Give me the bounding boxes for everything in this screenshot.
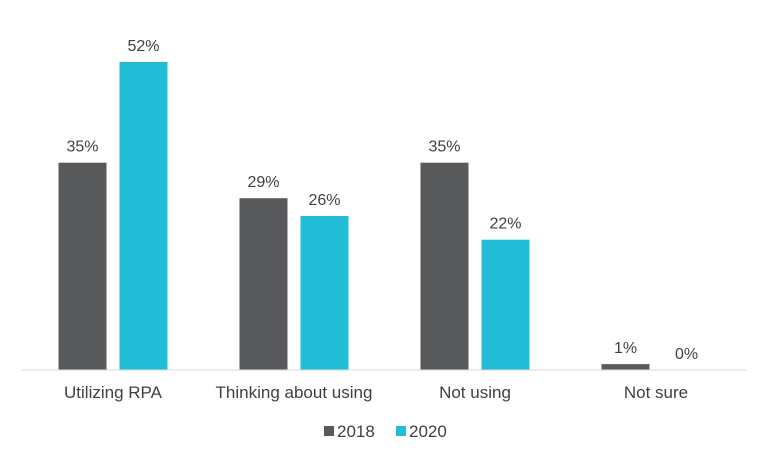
bar-2020-utilizing-rpa	[119, 62, 168, 370]
value-label-2020-thinking-about-using: 26%	[308, 192, 340, 209]
category-label: Thinking about using	[216, 383, 373, 402]
legend-swatch-2018	[324, 426, 334, 436]
bar-2020-thinking-about-using	[300, 216, 349, 370]
value-label-2020-utilizing-rpa: 52%	[127, 38, 159, 55]
value-label-2018-not-sure: 1%	[614, 340, 637, 357]
bar-2018-utilizing-rpa	[58, 162, 107, 370]
legend-swatch-2020	[396, 426, 406, 436]
value-label-2020-not-using: 22%	[489, 216, 521, 233]
value-label-2018-utilizing-rpa: 35%	[66, 139, 98, 156]
bar-2018-not-sure	[601, 364, 650, 370]
legend-label-2020: 2020	[409, 422, 447, 441]
value-labels-group: 35% 52% 29% 26% 35% 22% 1% 0%	[66, 38, 698, 363]
value-label-2020-not-sure: 0%	[675, 346, 698, 363]
category-label: Not sure	[624, 383, 688, 402]
value-label-2018-not-using: 35%	[428, 139, 460, 156]
category-label: Utilizing RPA	[64, 383, 163, 402]
bar-2018-not-using	[420, 162, 469, 370]
legend: 2018 2020	[324, 422, 447, 441]
legend-label-2018: 2018	[337, 422, 375, 441]
value-label-2018-thinking-about-using: 29%	[247, 174, 279, 191]
bar-2020-not-using	[481, 239, 530, 370]
bar-2018-thinking-about-using	[239, 198, 288, 370]
category-label: Not using	[439, 383, 511, 402]
bars-group	[58, 62, 650, 370]
category-labels-group: Utilizing RPA Thinking about using Not usi…	[64, 383, 688, 402]
